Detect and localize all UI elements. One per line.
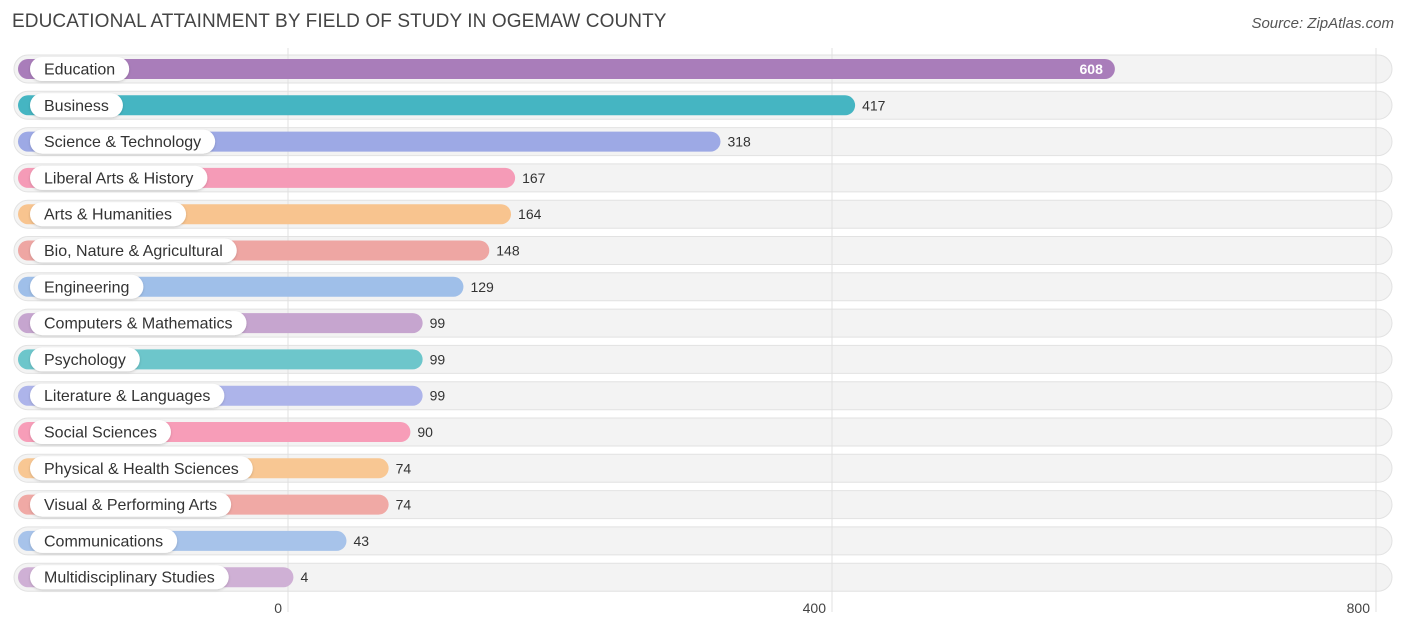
category-label: Psychology	[44, 352, 126, 369]
value-label: 99	[430, 315, 446, 331]
tick-label: 0	[274, 600, 282, 616]
category-label-pill	[30, 456, 253, 481]
value-label: 608	[1080, 61, 1104, 77]
category-label: Computers & Mathematics	[44, 316, 233, 333]
category-label: Engineering	[44, 279, 129, 296]
bar-row: Liberal Arts & History 167	[18, 165, 546, 190]
bar-row: Physical & Health Sciences 74	[18, 456, 412, 481]
bar-row: Psychology 99	[18, 347, 446, 372]
category-label-pill	[30, 420, 171, 444]
category-label-pill	[30, 129, 216, 154]
category-label-pill	[30, 383, 225, 408]
bar-row: Education 608	[18, 57, 1115, 81]
value-label: 43	[353, 533, 369, 549]
category-label-pill	[30, 202, 187, 227]
value-label: 74	[396, 497, 412, 513]
row-track	[13, 562, 1393, 592]
bar-row: Arts & Humanities 164	[18, 202, 542, 227]
chart-title: EDUCATIONAL ATTAINMENT BY FIELD OF STUDY…	[12, 11, 667, 32]
category-label-pill	[30, 311, 247, 336]
value-label: 148	[496, 243, 520, 259]
bar	[18, 95, 856, 116]
bar-row: Bio, Nature & Agricultural 148	[18, 238, 520, 263]
category-label-pill	[30, 528, 178, 553]
value-label: 90	[417, 424, 433, 440]
category-label: Social Sciences	[44, 425, 157, 442]
value-label: 164	[518, 206, 542, 222]
bar-row: Multidisciplinary Studies 4	[18, 565, 308, 590]
category-label: Bio, Nature & Agricultural	[44, 243, 223, 260]
category-label-pill	[30, 274, 144, 299]
row-track	[13, 526, 1393, 556]
tick-label: 400	[803, 600, 827, 616]
category-label-pill	[30, 347, 140, 372]
bar	[18, 59, 1115, 79]
value-label: 417	[862, 97, 886, 113]
category-label: Liberal Arts & History	[44, 170, 193, 187]
value-label: 4	[300, 569, 308, 585]
bar-row: Communications 43	[18, 528, 369, 553]
bar-row: Social Sciences 90	[18, 420, 433, 444]
category-label-pill	[30, 165, 208, 190]
bar-row: Science & Technology 318	[18, 129, 751, 154]
bar-row: Engineering 129	[18, 274, 494, 299]
category-label-pill	[30, 93, 123, 118]
value-label: 167	[522, 170, 546, 186]
category-label: Visual & Performing Arts	[44, 497, 217, 514]
category-label: Education	[44, 62, 115, 79]
value-label: 99	[430, 351, 446, 367]
category-label-pill	[30, 238, 237, 263]
category-label: Physical & Health Sciences	[44, 461, 239, 478]
category-label-pill	[30, 565, 229, 590]
category-label: Arts & Humanities	[44, 207, 172, 224]
value-label: 99	[430, 388, 446, 404]
category-label-pill	[30, 492, 232, 517]
category-label: Communications	[44, 533, 163, 550]
category-label: Multidisciplinary Studies	[44, 570, 215, 587]
bar-row: Visual & Performing Arts 74	[18, 492, 412, 517]
bar-row: Business 417	[18, 93, 886, 118]
value-label: 129	[470, 279, 494, 295]
category-label-pill	[30, 57, 130, 81]
category-label: Science & Technology	[44, 134, 201, 151]
bar-row: Literature & Languages 99	[18, 383, 446, 408]
category-label: Literature & Languages	[44, 388, 210, 405]
value-label: 74	[396, 460, 412, 476]
tick-label: 800	[1347, 600, 1371, 616]
category-label: Business	[44, 98, 109, 115]
value-label: 318	[727, 134, 751, 150]
chart-source: Source: ZipAtlas.com	[1251, 15, 1394, 32]
bar-row: Computers & Mathematics 99	[18, 311, 446, 336]
